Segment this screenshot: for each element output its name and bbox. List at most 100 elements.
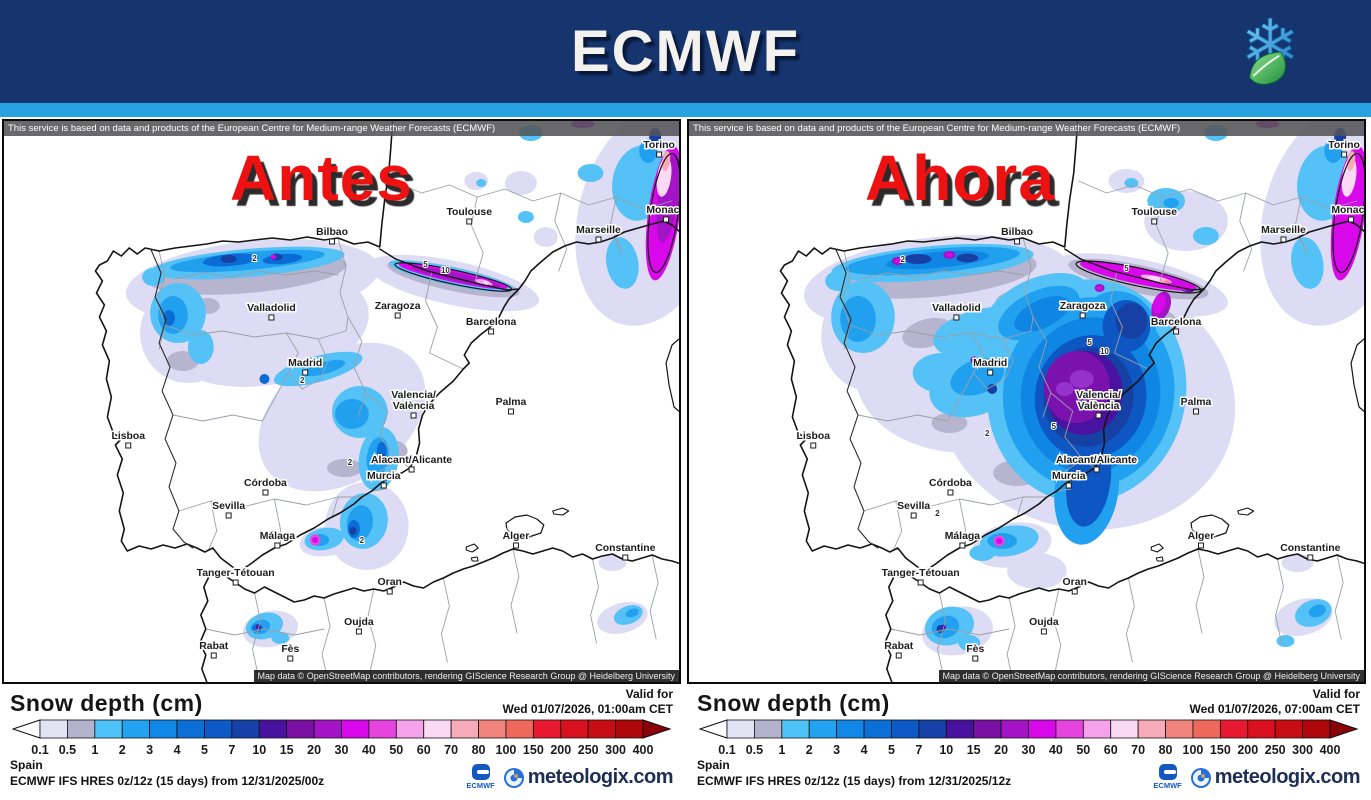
svg-text:300: 300 [605,743,626,757]
svg-text:0.1: 0.1 [718,743,735,757]
svg-text:40: 40 [1049,743,1063,757]
svg-text:❄: ❄ [1240,6,1300,86]
svg-text:70: 70 [1131,743,1145,757]
svg-text:20: 20 [994,743,1008,757]
city-label: Sevilla [897,501,930,512]
city-label: Alger [503,531,530,542]
svg-text:200: 200 [550,743,571,757]
svg-text:15: 15 [280,743,294,757]
weather-map-ahora: 2 5 10 5 2 2 5 Bilbao Toulouse Marseille Monaco Tor… [689,121,1364,682]
svg-text:250: 250 [1265,743,1286,757]
ecmwf-logo[interactable]: ECMWF [466,763,495,790]
city-label: Córdoba [244,478,287,489]
city-label: Málaga [945,531,981,542]
city-label: Toulouse [446,207,492,218]
meteologix-icon [1190,767,1211,788]
svg-text:2: 2 [901,255,906,264]
city-label: Tanger-Tétouan [882,568,960,579]
svg-text:2: 2 [252,254,257,263]
city-label: Valladolid [247,303,296,314]
legends-row: Snow depth (cm) Valid for Wed 01/07/2026… [0,684,1371,791]
page-title: ECMWF [570,19,801,84]
city-label: Sevilla [212,501,245,512]
snowflake-leaf-icon: ❄ [1239,6,1300,87]
svg-text:0.5: 0.5 [59,743,76,757]
svg-text:2: 2 [300,376,305,385]
svg-text:200: 200 [1237,743,1258,757]
city-label: Málaga [260,531,296,542]
svg-text:40: 40 [362,743,376,757]
valid-for-label: Valid for [625,687,673,701]
ecmwf-logo[interactable]: ECMWF [1153,763,1182,790]
city-label: Murcia [367,471,401,482]
meteologix-logo[interactable]: meteologix.com [1190,766,1361,789]
model-info: Spain ECMWF IFS HRES 0z/12z (15 days) fr… [697,758,1011,789]
city-label: Tanger-Tétouan [197,568,275,579]
svg-text:150: 150 [523,743,544,757]
svg-text:250: 250 [578,743,599,757]
legend-title: Snow depth (cm) [697,690,890,716]
city-label: Oran [378,577,402,588]
city-label: Marseille [576,225,621,236]
svg-text:1: 1 [91,743,98,757]
city-label: Fès [281,644,299,655]
svg-text:150: 150 [1210,743,1231,757]
svg-text:10: 10 [939,743,953,757]
svg-text:400: 400 [1320,743,1341,757]
svg-text:300: 300 [1292,743,1313,757]
meteologix-logo[interactable]: meteologix.com [503,766,674,789]
valid-for-block: Valid for Wed 01/07/2026, 07:00am CET [1189,687,1360,717]
svg-text:5: 5 [1124,264,1129,273]
svg-text:30: 30 [1022,743,1036,757]
svg-text:7: 7 [228,743,235,757]
city-label: Torino [1328,140,1360,151]
city-label: València [393,401,435,412]
meteologix-text: meteologix.com [1214,766,1361,789]
meteologix-text: meteologix.com [527,766,674,789]
svg-text:30: 30 [335,743,349,757]
model-line: ECMWF IFS HRES 0z/12z (15 days) from 12/… [10,773,325,788]
svg-text:2: 2 [348,458,353,467]
valid-for-label: Valid for [1312,687,1360,701]
colorbar: 0.1 0.5 1 2 3 4 5 7 10 15 20 30 40 50 60 70 80 100 150 200 2… [698,719,1359,757]
ecmwf-logo-text: ECMWF [1153,780,1182,790]
svg-text:4: 4 [861,743,868,757]
city-label: Monaco [1331,205,1364,216]
city-label: Barcelona [1151,317,1202,328]
svg-text:50: 50 [389,743,403,757]
svg-text:5: 5 [201,743,208,757]
svg-text:5: 5 [423,260,428,269]
svg-text:20: 20 [307,743,321,757]
svg-text:80: 80 [1159,743,1173,757]
service-attribution: This service is based on data and produc… [4,121,679,136]
legend-title: Snow depth (cm) [10,690,203,716]
colorbar: 0.1 0.5 1 2 3 4 5 7 10 15 20 30 40 50 60 70 80 100 150 200 2… [11,719,672,757]
city-label: Rabat [884,641,913,652]
overlay-title-antes: Antes [230,142,413,214]
city-label: Torino [643,140,675,151]
region-label: Spain [10,758,43,772]
meteologix-icon [503,767,524,788]
city-label: Palma [1181,397,1212,408]
maps-row: This service is based on data and produc… [0,117,1371,684]
svg-text:7: 7 [915,743,922,757]
osm-attribution: Map data © OpenStreetMap contributors, r… [938,670,1364,682]
svg-text:2: 2 [985,429,990,438]
city-label: Fès [966,644,984,655]
legend-ahora: Snow depth (cm) Valid for Wed 01/07/2026… [689,687,1368,791]
ecmwf-logo-text: ECMWF [466,780,495,790]
city-label: Oujda [1029,617,1059,628]
svg-text:3: 3 [833,743,840,757]
svg-text:4: 4 [174,743,181,757]
svg-text:0.5: 0.5 [746,743,763,757]
city-label: València [1078,401,1120,412]
svg-text:5: 5 [1052,422,1057,431]
weather-map-antes: 2 2 2 5 10 2 Bilbao Toulouse Marseille Monaco Tori… [4,121,679,682]
model-info: Spain ECMWF IFS HRES 0z/12z (15 days) fr… [10,758,324,789]
city-label: Marseille [1261,225,1306,236]
overlay-title-ahora: Ahora [865,142,1055,214]
city-label: Córdoba [929,478,972,489]
map-panel-antes: This service is based on data and produc… [2,119,681,684]
city-label: Valladolid [932,303,981,314]
map-panel-ahora: This service is based on data and produc… [687,119,1366,684]
